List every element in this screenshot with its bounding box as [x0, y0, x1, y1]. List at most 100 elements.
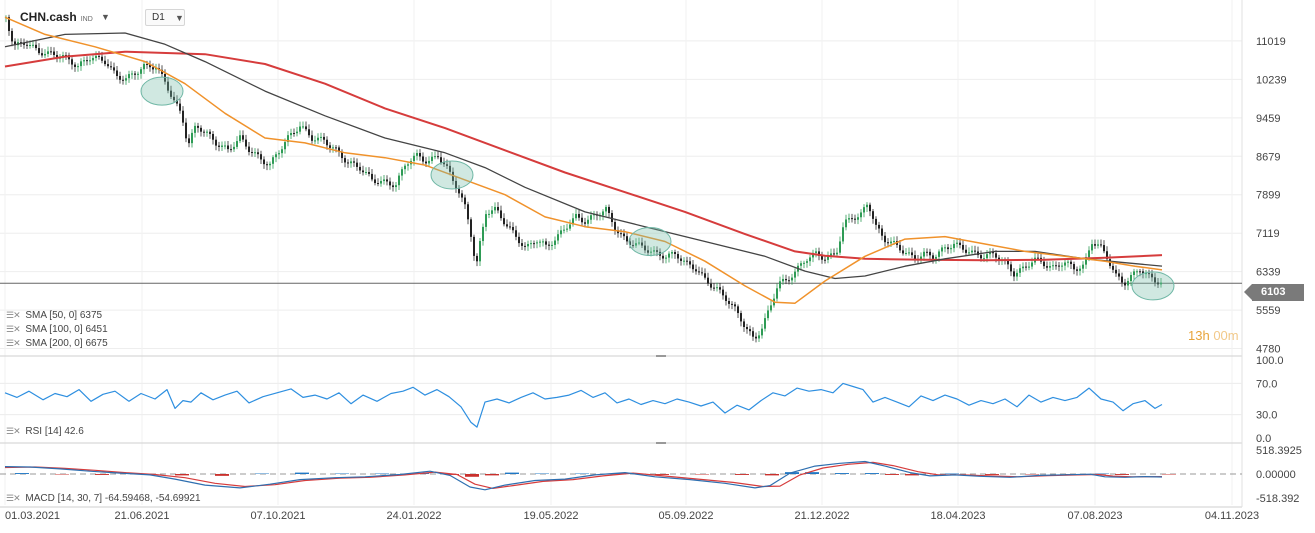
- legend-sma200[interactable]: ☰✕ SMA [200, 0] 6675: [6, 338, 108, 349]
- candle-body: [371, 173, 373, 180]
- candle-body: [383, 179, 385, 182]
- candle-body: [905, 252, 907, 254]
- highlight-ellipse: [628, 227, 672, 257]
- candle-body: [239, 135, 241, 142]
- price-tick-label: 7899: [1256, 190, 1280, 202]
- legend-macd[interactable]: ☰✕ MACD [14, 30, 7] -64.59468, -54.69921: [6, 493, 201, 504]
- time-tick-label: 18.04.2023: [930, 510, 985, 522]
- sma100-line: [4, 32, 1163, 280]
- symbol-selector[interactable]: CHN.cash IND: [20, 10, 93, 24]
- candle-body: [263, 159, 265, 165]
- candle-body: [686, 260, 688, 262]
- candle-body: [566, 228, 568, 230]
- candle-body: [710, 283, 712, 288]
- candle-body: [155, 67, 157, 70]
- candle-body: [53, 51, 55, 55]
- candle-body: [770, 305, 772, 311]
- candle-body: [782, 278, 784, 282]
- candle-body: [641, 242, 643, 246]
- sma100-value: 6451: [85, 324, 108, 335]
- candle-body: [479, 241, 481, 262]
- candle-body: [1067, 261, 1069, 263]
- candle-body: [602, 211, 604, 216]
- symbol-dropdown-icon[interactable]: ▼: [101, 12, 110, 22]
- candle-body: [689, 261, 691, 265]
- settings-icon[interactable]: ☰✕: [6, 426, 21, 436]
- candle-body: [305, 126, 307, 130]
- candle-body: [473, 236, 475, 256]
- candle-body: [1154, 277, 1156, 283]
- candle-body: [71, 59, 73, 65]
- candle-body: [164, 73, 166, 82]
- legend-sma50[interactable]: ☰✕ SMA [50, 0] 6375: [6, 310, 102, 321]
- candle-body: [1118, 273, 1120, 277]
- candle-body: [1130, 274, 1132, 282]
- candle-body: [140, 69, 142, 74]
- candle-body: [104, 60, 106, 65]
- candle-body: [971, 250, 973, 253]
- candle-body: [1145, 273, 1147, 275]
- candle-body: [209, 131, 211, 134]
- candle-body: [422, 156, 424, 162]
- candle-body: [1106, 251, 1108, 260]
- candle-body: [86, 60, 88, 62]
- legend-rsi[interactable]: ☰✕ RSI [14] 42.6: [6, 426, 84, 437]
- candle-body: [1028, 266, 1030, 268]
- candle-body: [707, 277, 709, 284]
- highlight-ellipse: [1131, 271, 1175, 301]
- settings-icon[interactable]: ☰✕: [6, 493, 21, 503]
- candle-body: [665, 257, 667, 259]
- candle-body: [824, 259, 826, 261]
- candle-body: [143, 63, 145, 70]
- settings-icon[interactable]: ☰✕: [6, 310, 21, 320]
- sma50-line: [4, 16, 1163, 304]
- legend-sma100[interactable]: ☰✕ SMA [100, 0] 6451: [6, 324, 108, 335]
- candle-body: [485, 214, 487, 227]
- candle-body: [137, 73, 139, 75]
- candle-body: [569, 224, 571, 229]
- macd-line: [4, 460, 1163, 491]
- candle-body: [764, 318, 766, 329]
- candle-body: [89, 60, 91, 62]
- macd-histogram-bar: [735, 474, 749, 475]
- candle-body: [515, 230, 517, 237]
- candle-body: [458, 188, 460, 194]
- candle-body: [1064, 262, 1066, 266]
- candle-body: [530, 243, 532, 245]
- candle-body: [404, 165, 406, 170]
- candle-body: [734, 304, 736, 307]
- candle-body: [131, 73, 133, 75]
- settings-icon[interactable]: ☰✕: [6, 324, 21, 334]
- candle-body: [26, 44, 28, 46]
- candle-body: [1100, 244, 1102, 246]
- candle-body: [197, 125, 199, 128]
- candle-body: [1142, 271, 1144, 274]
- settings-icon[interactable]: ☰✕: [6, 338, 21, 348]
- candle-body: [23, 42, 25, 45]
- time-tick-label: 01.03.2021: [5, 510, 60, 522]
- candle-body: [434, 156, 436, 158]
- candle-body: [620, 233, 622, 235]
- candle-body: [575, 213, 577, 219]
- time-tick-label: 21.12.2022: [794, 510, 849, 522]
- candle-body: [1058, 265, 1060, 267]
- candle-body: [1133, 271, 1135, 275]
- candle-body: [932, 255, 934, 259]
- candle-body: [626, 236, 628, 242]
- candle-body: [1031, 262, 1033, 267]
- candle-body: [191, 132, 193, 144]
- candle-body: [719, 287, 721, 290]
- candle-body: [194, 125, 196, 133]
- price-tick-label: 11019: [1256, 36, 1286, 48]
- timeframe-select[interactable]: D1 ▼: [145, 9, 185, 26]
- time-tick-label: 24.01.2022: [386, 510, 441, 522]
- candle-body: [746, 327, 748, 330]
- candle-body: [1088, 250, 1090, 258]
- candle-body: [326, 139, 328, 146]
- candle-body: [989, 251, 991, 255]
- candle-body: [554, 240, 556, 245]
- candle-body: [644, 245, 646, 251]
- candle-body: [605, 206, 607, 212]
- candle-body: [113, 67, 115, 71]
- candle-body: [563, 229, 565, 231]
